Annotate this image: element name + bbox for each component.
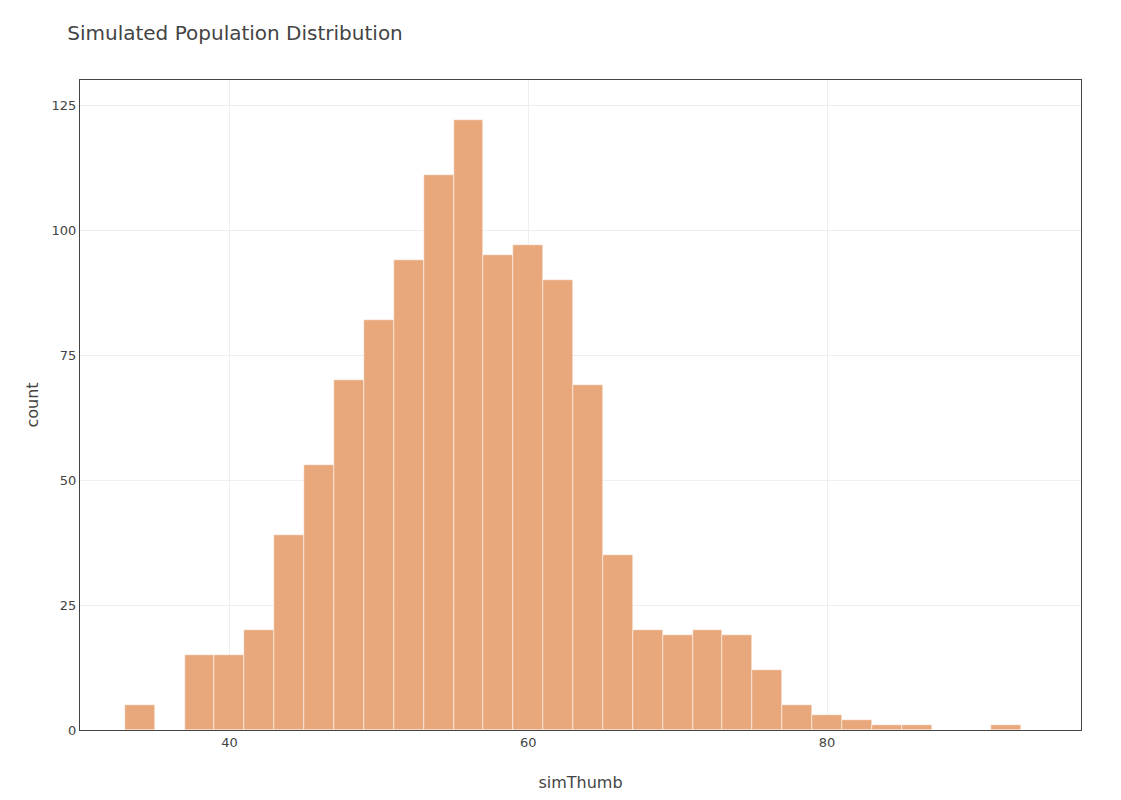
svg-text:simThumb: simThumb: [538, 773, 622, 792]
svg-text:Simulated Population Distribut: Simulated Population Distribution: [67, 21, 403, 45]
svg-text:25: 25: [60, 598, 77, 613]
svg-text:125: 125: [52, 98, 77, 113]
svg-text:50: 50: [60, 473, 77, 488]
svg-text:100: 100: [52, 223, 77, 238]
svg-text:40: 40: [221, 735, 238, 750]
svg-text:0: 0: [68, 723, 76, 738]
svg-text:count: count: [23, 382, 42, 427]
svg-text:80: 80: [819, 735, 836, 750]
svg-text:60: 60: [520, 735, 537, 750]
svg-text:75: 75: [60, 348, 77, 363]
